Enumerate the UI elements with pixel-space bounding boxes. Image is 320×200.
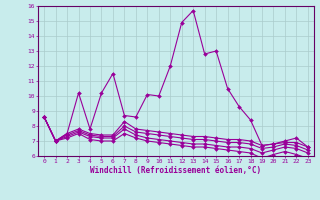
X-axis label: Windchill (Refroidissement éolien,°C): Windchill (Refroidissement éolien,°C) xyxy=(91,166,261,175)
